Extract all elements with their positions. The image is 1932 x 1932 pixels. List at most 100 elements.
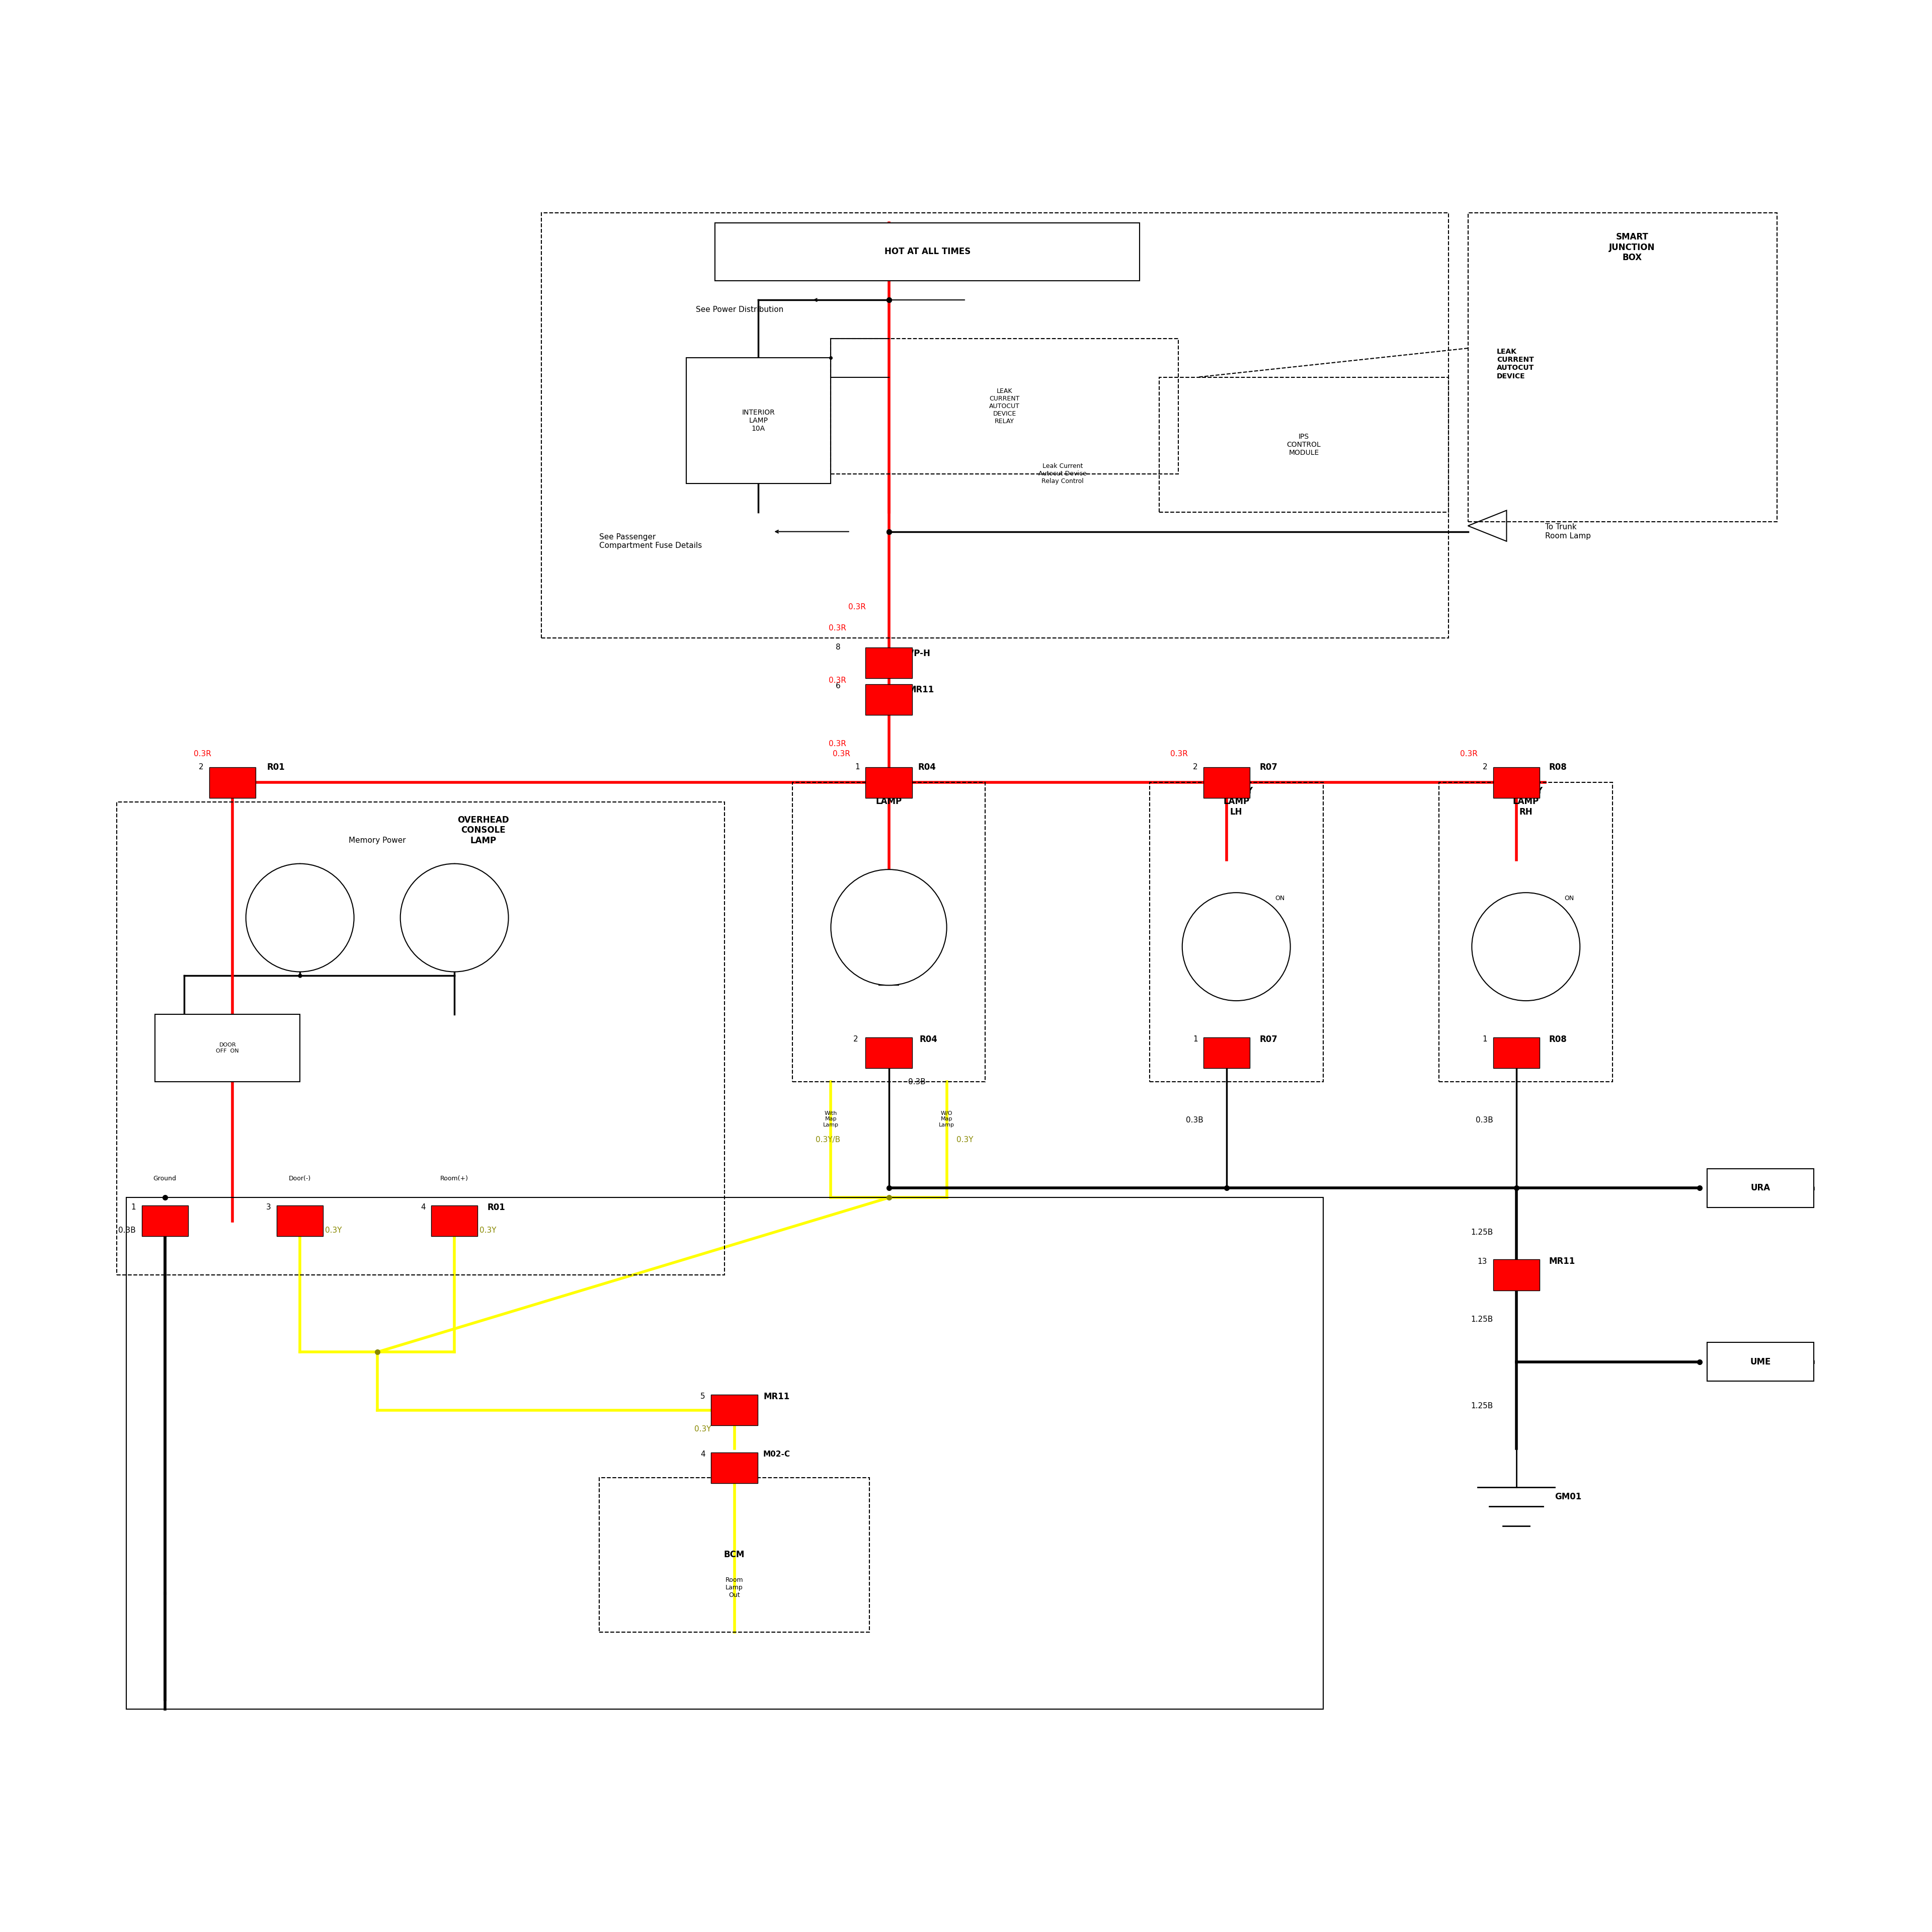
Text: 2: 2 <box>854 1036 858 1043</box>
Bar <box>1493 1037 1540 1068</box>
Text: See Ground Distribution: See Ground Distribution <box>1723 1184 1816 1192</box>
Text: 8: 8 <box>837 643 840 651</box>
Bar <box>866 684 912 715</box>
Text: 4: 4 <box>421 1204 425 1211</box>
Text: 3: 3 <box>267 1204 270 1211</box>
Text: DOOR
OFF  ON: DOOR OFF ON <box>216 1043 240 1053</box>
Bar <box>1708 1169 1814 1208</box>
Text: Ground: Ground <box>153 1175 176 1182</box>
Text: ROOM
LAMP: ROOM LAMP <box>875 786 904 806</box>
Text: ON: ON <box>1565 895 1575 902</box>
Text: HOT AT ALL TIMES: HOT AT ALL TIMES <box>885 247 970 257</box>
Text: 1: 1 <box>1192 1036 1198 1043</box>
Text: MAP
LAMP
LH: MAP LAMP LH <box>292 910 307 925</box>
Bar <box>599 1478 869 1633</box>
Text: R04: R04 <box>920 1036 937 1043</box>
Text: MAP
LAMP
RH: MAP LAMP RH <box>446 910 462 925</box>
Text: 5: 5 <box>701 1393 705 1401</box>
Text: 0.3R: 0.3R <box>1171 750 1188 757</box>
Bar <box>866 647 912 678</box>
Text: R07: R07 <box>1260 763 1277 771</box>
Text: 0.3B: 0.3B <box>118 1227 135 1235</box>
Bar <box>1493 767 1540 798</box>
Text: OFF: OFF <box>1542 943 1555 951</box>
Bar <box>209 767 255 798</box>
Text: MR11: MR11 <box>1549 1258 1575 1265</box>
Text: Room
Lamp
Out: Room Lamp Out <box>725 1577 744 1598</box>
Text: See Passenger
Compartment Fuse Details: See Passenger Compartment Fuse Details <box>599 533 701 549</box>
Text: 0.3R: 0.3R <box>848 603 866 611</box>
Text: 0.3B: 0.3B <box>1476 1117 1493 1124</box>
Text: Leak Current
Autocut Device
Relay Control: Leak Current Autocut Device Relay Contro… <box>1039 464 1086 485</box>
Bar <box>1150 782 1323 1082</box>
Bar <box>541 213 1449 638</box>
Circle shape <box>1472 893 1580 1001</box>
Bar <box>155 1014 299 1082</box>
Text: LEAK
CURRENT
AUTOCUT
DEVICE: LEAK CURRENT AUTOCUT DEVICE <box>1497 348 1534 381</box>
Text: 1.25B: 1.25B <box>1470 1229 1493 1236</box>
Text: 0.3R: 0.3R <box>829 740 846 748</box>
Text: URA: URA <box>1750 1184 1770 1192</box>
Text: W/O
Map
Lamp: W/O Map Lamp <box>939 1111 954 1128</box>
Text: 0.3R: 0.3R <box>829 676 846 684</box>
Text: I/P-H: I/P-H <box>908 649 931 657</box>
Text: 1: 1 <box>1482 1036 1488 1043</box>
Bar <box>711 1453 757 1484</box>
Text: To Trunk
Room Lamp: To Trunk Room Lamp <box>1546 524 1590 539</box>
Circle shape <box>245 864 354 972</box>
Bar <box>126 1198 1323 1710</box>
Text: 2: 2 <box>1482 763 1488 771</box>
Text: 0.3Y/B: 0.3Y/B <box>815 1136 840 1144</box>
Text: R01: R01 <box>487 1204 504 1211</box>
Bar <box>792 782 985 1082</box>
Text: 2: 2 <box>199 763 203 771</box>
Text: UME: UME <box>1750 1358 1772 1366</box>
Text: 1.25B: 1.25B <box>1470 1316 1493 1323</box>
Text: 0.3Y: 0.3Y <box>325 1227 342 1235</box>
Text: 0.3Y: 0.3Y <box>694 1426 711 1434</box>
Text: See Power Distribution: See Power Distribution <box>696 305 782 313</box>
Text: 3: 3 <box>887 923 891 931</box>
Text: 0.3Y: 0.3Y <box>956 1136 974 1144</box>
Text: IPS
CONTROL
MODULE: IPS CONTROL MODULE <box>1287 433 1321 456</box>
Bar <box>686 357 831 483</box>
Text: See Ground Distribution: See Ground Distribution <box>1723 1358 1816 1366</box>
Text: GM01: GM01 <box>1555 1492 1582 1501</box>
Bar <box>1159 377 1449 512</box>
Text: R07: R07 <box>1260 1036 1277 1043</box>
Bar <box>116 802 725 1275</box>
Text: 1.25B: 1.25B <box>1470 1403 1493 1410</box>
Text: 13: 13 <box>1478 1258 1488 1265</box>
Text: OVERHEAD
CONSOLE
LAMP: OVERHEAD CONSOLE LAMP <box>458 815 510 846</box>
Text: 1: 1 <box>131 1204 135 1211</box>
Bar <box>866 1037 912 1068</box>
Bar <box>141 1206 187 1236</box>
Bar <box>866 767 912 798</box>
Text: VANITY
LAMP
RH: VANITY LAMP RH <box>1509 786 1544 817</box>
Text: BCM: BCM <box>725 1549 744 1559</box>
Text: With
Map
Lamp: With Map Lamp <box>823 1111 838 1128</box>
Bar <box>1204 1037 1250 1068</box>
Text: SMART
JUNCTION
BOX: SMART JUNCTION BOX <box>1609 232 1656 263</box>
Bar <box>1493 1260 1540 1291</box>
Text: INTERIOR
LAMP
10A: INTERIOR LAMP 10A <box>742 410 775 433</box>
Bar <box>1439 782 1613 1082</box>
Bar <box>831 338 1179 473</box>
Bar <box>715 222 1140 280</box>
Text: 0.3R: 0.3R <box>829 624 846 632</box>
Text: M02-C: M02-C <box>763 1451 790 1459</box>
Bar <box>1708 1343 1814 1381</box>
Text: 0.3B: 0.3B <box>1186 1117 1204 1124</box>
Text: R08: R08 <box>1549 763 1567 771</box>
Text: R01: R01 <box>267 763 286 771</box>
Text: MR11: MR11 <box>763 1391 790 1401</box>
Text: 0.3R: 0.3R <box>833 750 850 757</box>
Text: OFF: OFF <box>1254 943 1265 951</box>
Text: 0.3B: 0.3B <box>908 1078 925 1086</box>
Text: 6: 6 <box>837 682 840 690</box>
Text: VANITY
LAMP
LH: VANITY LAMP LH <box>1219 786 1254 817</box>
Text: Memory Power: Memory Power <box>348 837 406 844</box>
Text: 2: 2 <box>1192 763 1198 771</box>
Text: 4: 4 <box>701 1451 705 1459</box>
Text: 1: 1 <box>856 763 860 771</box>
